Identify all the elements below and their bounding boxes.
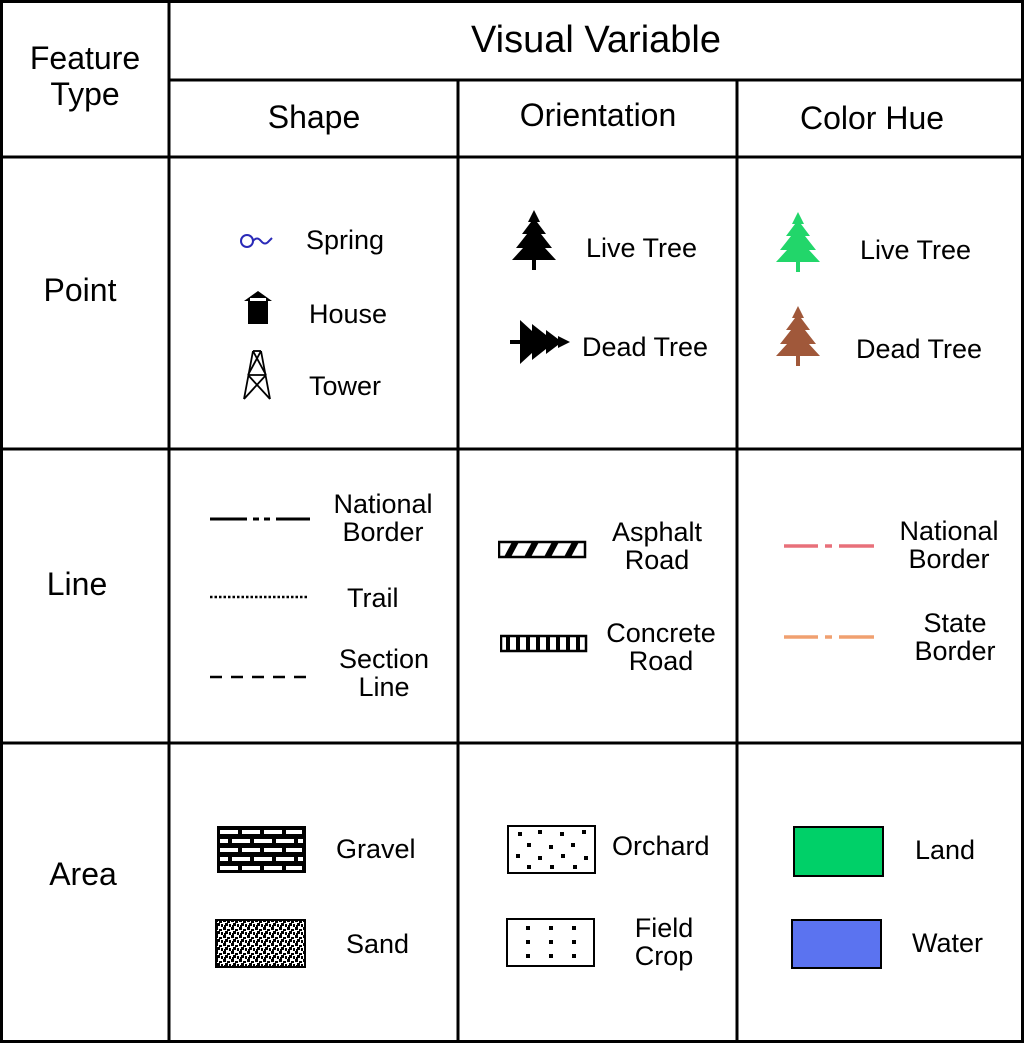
- concrete-road-label: Concrete Road: [606, 618, 716, 676]
- row-label-line: Line: [46, 566, 108, 602]
- dead-tree-hue-label: Dead Tree: [856, 334, 983, 364]
- asphalt-road-symbol: [498, 540, 587, 559]
- live-tree-label: Live Tree: [586, 233, 698, 263]
- live-tree-hue-label: Live Tree: [860, 235, 972, 265]
- national-border-color-symbol: [784, 544, 874, 548]
- sand-label: Sand: [346, 929, 410, 959]
- visual-variable-header: Visual Variable: [471, 19, 721, 61]
- trail-label: Trail: [347, 583, 399, 613]
- land-label: Land: [915, 835, 976, 865]
- dead-tree-label: Dead Tree: [582, 332, 709, 362]
- tower-label: Tower: [309, 371, 382, 401]
- spring-icon: [240, 234, 273, 248]
- state-border-hue-label: State Border: [914, 608, 996, 666]
- land-color-swatch: [793, 826, 884, 877]
- row-label-area: Area: [49, 856, 117, 892]
- house-label: House: [309, 299, 388, 329]
- water-color-swatch: [791, 919, 882, 969]
- tree-icon: [512, 210, 556, 270]
- orchard-label: Orchard: [612, 831, 710, 861]
- national-border-line-symbol: [210, 517, 310, 521]
- asphalt-road-label: Asphalt Road: [611, 517, 703, 575]
- column-header-shape: Shape: [267, 99, 361, 135]
- column-header-color-hue: Color Hue: [799, 100, 945, 136]
- water-label: Water: [912, 928, 984, 958]
- gravel-label: Gravel: [336, 834, 416, 864]
- orchard-pattern-swatch: [507, 825, 596, 874]
- spring-label: Spring: [306, 225, 385, 255]
- section-line-symbol: [210, 675, 308, 679]
- row-label-point: Point: [43, 272, 117, 308]
- tree-icon: [776, 212, 820, 272]
- national-border-hue-label: National Border: [899, 516, 999, 574]
- state-border-color-symbol: [784, 635, 874, 639]
- tree-icon: [776, 306, 820, 366]
- concrete-road-symbol: [500, 634, 588, 653]
- feature-type-header: Feature Type: [29, 40, 141, 112]
- section-line-label: Section Line: [338, 644, 430, 702]
- house-icon: [244, 291, 272, 324]
- tower-icon: [243, 350, 271, 400]
- trail-line-symbol: [210, 595, 308, 599]
- column-header-orientation: Orientation: [519, 97, 677, 133]
- national-border-label: National Border: [333, 489, 433, 547]
- field-crop-label: Field Crop: [634, 913, 694, 971]
- sand-pattern-swatch: [215, 919, 306, 968]
- field-crop-pattern-swatch: [506, 918, 595, 967]
- gravel-pattern-swatch: [217, 826, 306, 873]
- tree-icon-rotated: [510, 320, 570, 364]
